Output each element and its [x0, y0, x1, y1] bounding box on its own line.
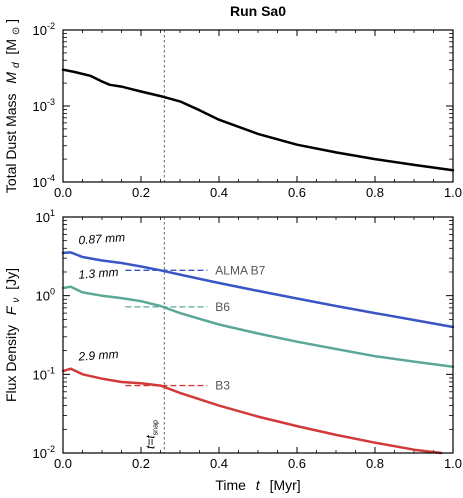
bottom-x-tick-label: 0.2: [132, 456, 150, 471]
top-x-tick-label: 1.0: [444, 185, 462, 200]
tick-base: 10: [33, 99, 47, 114]
bottom-y-axis-label: Flux Density F ν [Jy]: [3, 268, 22, 402]
tick-base: 10: [33, 175, 47, 190]
xlabel-unit: [Myr]: [270, 477, 301, 493]
tick-exponent: -1: [47, 365, 55, 375]
top-x-tick-label: 0.6: [288, 185, 306, 200]
bottom-y-tick-label: 10-1: [33, 365, 55, 382]
bottom-x-tick-label: 0.0: [54, 456, 72, 471]
top-series-line-0: [63, 70, 453, 171]
bottom-ylabel-symbol: F: [3, 305, 19, 315]
top-y-tick-label: 10-2: [33, 21, 55, 38]
top-ylabel-main: Total Dust Mass: [3, 93, 19, 193]
tick-base: 10: [33, 446, 47, 461]
tick-exponent: -2: [47, 444, 55, 454]
top-y-tick-label: 10-3: [33, 97, 55, 114]
tick-base: 10: [33, 367, 47, 382]
tick-exponent: -3: [47, 97, 55, 107]
top-x-tick-label: 0.4: [210, 185, 228, 200]
top-x-tick-label: 0.8: [366, 185, 384, 200]
top-ylabel-subscript: d: [11, 62, 22, 68]
bottom-x-axis-label: Time t [Myr]: [215, 477, 300, 493]
bottom-series-line-2: [63, 369, 441, 453]
top-y-tick-label: 10-4: [33, 173, 55, 190]
top-plot-frame: [63, 30, 453, 182]
bottom-y-tick-label: 10-2: [33, 444, 55, 461]
top-ylabel-unit-open: [M: [3, 39, 19, 55]
bottom-ylabel-subscript: ν: [11, 298, 22, 303]
tick-base: 10: [33, 23, 47, 38]
top-x-tick-label: 0.0: [54, 185, 72, 200]
tick-exponent: 0: [50, 287, 55, 297]
top-ylabel-symbol: M: [3, 72, 19, 84]
snapshot-label-main: t=t: [143, 435, 157, 449]
chart-title: Run Sa0: [230, 3, 286, 19]
top-ylabel-sun-symbol: ⊙: [11, 27, 22, 35]
top-y-axis-label: Total Dust Mass M d [M ⊙ ]: [3, 19, 22, 193]
bottom-x-tick-label: 0.8: [366, 456, 384, 471]
top-axes: 0.0 0.2 0.4 0.6 0.8 1.010-410-310-2: [33, 21, 463, 200]
reference-label-2: B3: [215, 379, 230, 393]
bottom-x-tick-label: 0.4: [210, 456, 228, 471]
snapshot-label-subscript: snap: [152, 420, 159, 435]
tick-exponent: -4: [47, 173, 55, 183]
top-x-tick-label: 0.2: [132, 185, 150, 200]
tick-exponent: 1: [50, 208, 55, 218]
tick-exponent: -2: [47, 21, 55, 31]
bottom-x-tick-label: 0.6: [288, 456, 306, 471]
bottom-x-tick-label: 1.0: [444, 456, 462, 471]
bottom-y-tick-label: 100: [36, 287, 55, 304]
xlabel-symbol: t: [256, 477, 261, 493]
bottom-y-tick-label: 101: [36, 208, 55, 225]
xlabel-main: Time: [215, 477, 246, 493]
panel-dust-mass: Run Sa0 0.0 0.2 0.4 0.6 0.8 1.010-410-310-2 T…: [3, 3, 462, 200]
top-ylabel-unit-close: ]: [3, 19, 19, 23]
snapshot-marker-label: t=tsnap: [143, 420, 159, 449]
reference-label-1: B6: [215, 300, 230, 314]
bottom-series-line-1: [63, 287, 453, 367]
top-series-layer: [63, 30, 453, 182]
bottom-ylabel-main: Flux Density: [3, 325, 19, 402]
bottom-ylabel-unit: [Jy]: [3, 268, 19, 290]
tick-base: 10: [36, 210, 50, 225]
reference-label-0: ALMA B7: [215, 263, 265, 277]
series-name-label-0: 0.87 mm: [78, 230, 126, 247]
series-name-label-2: 2.9 mm: [77, 347, 119, 364]
bottom-series-layer: t=tsnap ALMA B7 0.87 mm B6 1.3 mm B3 2.9 mm: [63, 217, 453, 453]
tick-base: 10: [36, 289, 50, 304]
series-name-label-1: 1.3 mm: [78, 265, 119, 282]
